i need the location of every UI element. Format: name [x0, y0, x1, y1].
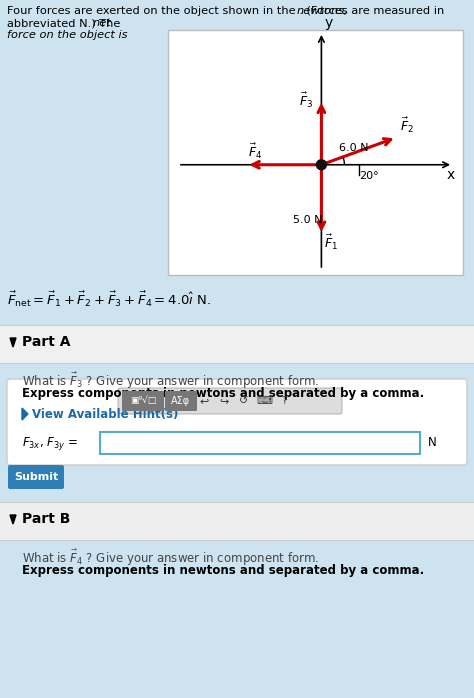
Bar: [0, 502, 474, 540]
Text: net: net: [93, 18, 112, 28]
Text: ⌨: ⌨: [256, 396, 272, 406]
Text: ↪: ↪: [219, 396, 228, 406]
Polygon shape: [10, 515, 16, 524]
Text: ΑΣφ: ΑΣφ: [172, 396, 191, 406]
Text: 20°: 20°: [359, 171, 379, 181]
FancyBboxPatch shape: [100, 432, 420, 454]
Text: Four forces are exerted on the object shown in the . (Forces are measured in: Four forces are exerted on the object sh…: [7, 6, 448, 16]
Polygon shape: [10, 338, 16, 347]
Text: $F_{3x}$, $F_{3y}$ =: $F_{3x}$, $F_{3y}$ =: [22, 434, 78, 452]
Text: 5.0 N: 5.0 N: [293, 215, 323, 225]
Text: ↺: ↺: [239, 396, 249, 406]
Text: ?: ?: [281, 396, 287, 406]
Text: Express components in newtons and separated by a comma.: Express components in newtons and separa…: [22, 387, 424, 400]
Text: What is $\vec{F}_3$ ? Give your answer in component form.: What is $\vec{F}_3$ ? Give your answer i…: [22, 371, 319, 391]
Bar: [0, 325, 474, 363]
Circle shape: [317, 160, 327, 170]
Text: $\vec{F}_{\mathrm{net}} = \vec{F}_1 + \vec{F}_2 + \vec{F}_3 + \vec{F}_4 = 4.0\ha: $\vec{F}_{\mathrm{net}} = \vec{F}_1 + \v…: [7, 290, 211, 309]
FancyBboxPatch shape: [168, 30, 463, 275]
FancyBboxPatch shape: [165, 391, 197, 411]
Text: View Available Hint(s): View Available Hint(s): [32, 408, 178, 421]
Text: $\vec{F}_1$: $\vec{F}_1$: [324, 232, 338, 252]
Polygon shape: [22, 408, 28, 420]
Text: Submit: Submit: [14, 472, 58, 482]
Text: Part B: Part B: [22, 512, 70, 526]
Text: force on the object is: force on the object is: [7, 30, 128, 40]
Text: ▣⁹√□: ▣⁹√□: [130, 396, 156, 406]
Text: y: y: [324, 16, 333, 30]
Text: $\vec{F}_4$: $\vec{F}_4$: [248, 142, 263, 161]
Text: $\vec{F}_2$: $\vec{F}_2$: [400, 116, 413, 135]
Text: x: x: [447, 168, 455, 181]
Text: Part A: Part A: [22, 335, 71, 349]
Text: ↩: ↩: [199, 396, 209, 406]
Text: $\vec{F}_3$: $\vec{F}_3$: [300, 90, 314, 110]
Text: Express components in newtons and separated by a comma.: Express components in newtons and separa…: [22, 564, 424, 577]
Text: N: N: [428, 436, 437, 450]
Text: What is $\vec{F}_4$ ? Give your answer in component form.: What is $\vec{F}_4$ ? Give your answer i…: [22, 548, 319, 568]
FancyBboxPatch shape: [8, 465, 64, 489]
Text: 6.0 N: 6.0 N: [339, 143, 369, 153]
Text: newtons,: newtons,: [297, 6, 349, 16]
Text: abbreviated N.) The: abbreviated N.) The: [7, 18, 124, 28]
FancyBboxPatch shape: [7, 379, 467, 465]
FancyBboxPatch shape: [118, 388, 342, 414]
FancyBboxPatch shape: [122, 391, 164, 411]
Bar: [0, 0, 474, 285]
